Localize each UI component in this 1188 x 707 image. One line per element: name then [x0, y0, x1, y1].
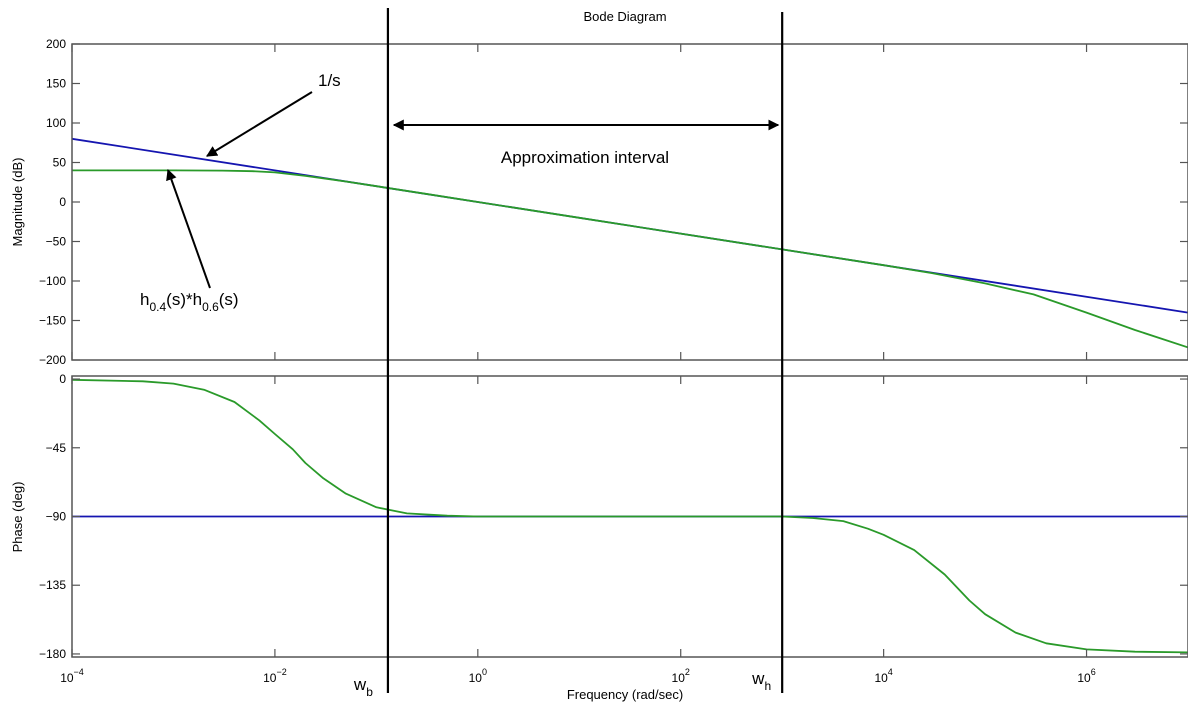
magnitude-y-tick-label: 150	[46, 77, 66, 91]
one-over-s-arrow	[206, 91, 313, 157]
magnitude-y-tick-label: −150	[39, 314, 66, 328]
one-over-s-label: 1/s	[318, 71, 341, 90]
magnitude-y-tick-label: 0	[59, 195, 66, 209]
magnitude-axes-box	[71, 43, 1188, 361]
w-b-label: wb	[353, 675, 373, 699]
phase-y-ticks: 0 −45 −90 −135 −180	[39, 372, 1188, 661]
magnitude-product-tf-line	[72, 169, 1188, 349]
x-tick-label: 106	[1077, 667, 1095, 685]
phase-y-tick-label: −135	[39, 578, 66, 592]
x-axis-label: Frequency (rad/sec)	[567, 687, 683, 702]
phase-y-tick-label: −180	[39, 647, 66, 661]
phase-product-tf-line	[71, 378, 1188, 654]
phase-y-tick-label: −45	[46, 441, 67, 455]
magnitude-y-tick-label: 50	[53, 156, 67, 170]
phase-series-layer	[71, 378, 1188, 654]
x-tick-label: 10−4	[60, 667, 84, 685]
magnitude-y-tick-label: 200	[46, 37, 66, 51]
x-tick-labels: 10−4 10−2 100 102 104 106	[60, 667, 1096, 685]
chart-title: Bode Diagram	[583, 9, 666, 24]
product-tf-label: h0.4(s)*h0.6(s)	[140, 290, 239, 314]
magnitude-y-tick-label: −100	[39, 274, 66, 288]
product-tf-arrow	[166, 168, 211, 289]
x-tick-label: 104	[874, 667, 892, 685]
phase-y-tick-label: 0	[59, 372, 66, 386]
phase-panel: 0 −45 −90 −135 −180 Phase (deg)	[10, 372, 1188, 661]
approximation-interval-label: Approximation interval	[501, 148, 669, 167]
magnitude-y-tick-label: −50	[46, 235, 67, 249]
magnitude-x-ticks	[71, 44, 1088, 360]
magnitude-y-axis-label: Magnitude (dB)	[10, 158, 25, 247]
magnitude-y-tick-label: 100	[46, 116, 66, 130]
x-tick-label: 100	[469, 667, 487, 685]
w-h-label: wh	[751, 669, 771, 693]
x-tick-label: 10−2	[263, 667, 287, 685]
magnitude-y-tick-label: −200	[39, 353, 66, 367]
x-tick-label: 102	[672, 667, 690, 685]
phase-y-tick-label: −90	[46, 510, 67, 524]
phase-y-axis-label: Phase (deg)	[10, 482, 25, 553]
magnitude-panel: 200 150 100 50 0 −50 −100 −150 −200 Magnitude (d…	[10, 37, 1188, 367]
phase-x-ticks	[71, 376, 1088, 657]
magnitude-y-ticks: 200 150 100 50 0 −50 −100 −150 −200	[39, 37, 1188, 367]
magnitude-series-layer	[71, 137, 1188, 349]
